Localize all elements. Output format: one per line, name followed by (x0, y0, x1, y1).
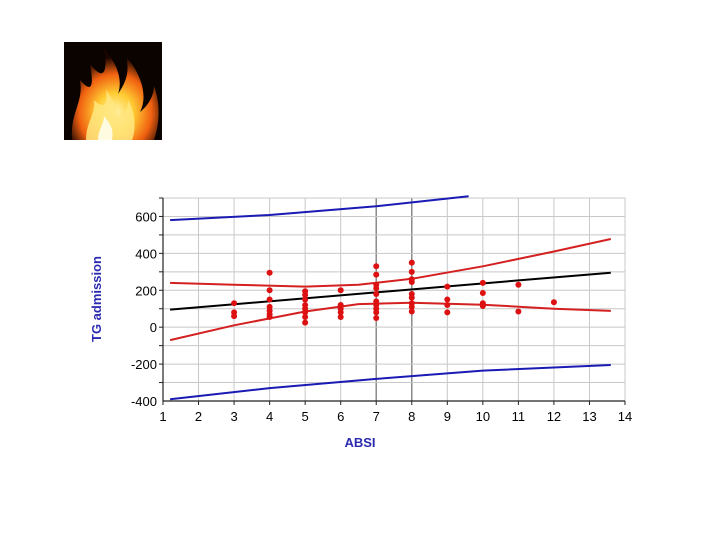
data-point (479, 290, 486, 297)
data-point (515, 281, 522, 288)
data-point (302, 309, 309, 316)
data-point (302, 314, 309, 321)
data-point (302, 296, 309, 303)
y-tick-label: 400 (135, 246, 157, 261)
y-tick-label: -200 (131, 357, 157, 372)
axes (159, 197, 626, 405)
x-tick-label: 4 (266, 409, 273, 424)
confidence-upper-line (170, 238, 612, 288)
fire-image (64, 42, 162, 140)
x-tick-label: 11 (512, 409, 526, 424)
data-point (444, 296, 451, 303)
x-tick-label: 8 (408, 409, 415, 424)
x-tick-label: 13 (582, 409, 596, 424)
prediction-upper-line (170, 195, 469, 222)
data-point (373, 309, 380, 316)
data-point (337, 314, 344, 321)
x-axis-title: ABSI (344, 435, 375, 450)
data-point (479, 279, 486, 286)
data-point (373, 290, 380, 297)
x-tick-label: 2 (195, 409, 202, 424)
data-point (408, 308, 415, 315)
data-point (373, 263, 380, 270)
data-point (373, 271, 380, 278)
x-tick-label: 9 (444, 409, 451, 424)
data-point (444, 309, 451, 316)
data-points (231, 259, 557, 326)
data-point (444, 302, 451, 309)
x-tick-label: 5 (302, 409, 309, 424)
x-tick-label: 6 (337, 409, 344, 424)
data-point (337, 287, 344, 294)
data-point (266, 314, 273, 321)
data-point (337, 309, 344, 316)
plot-area (163, 198, 625, 401)
data-point (302, 291, 309, 298)
data-point (373, 285, 380, 292)
x-tick-label: 14 (618, 409, 632, 424)
x-tick-label: 3 (230, 409, 237, 424)
data-point (408, 303, 415, 310)
y-tick-label: 600 (135, 209, 157, 224)
y-tick-label: -400 (131, 394, 157, 409)
data-point (231, 300, 238, 307)
data-point (408, 294, 415, 301)
x-tick-label: 12 (547, 409, 561, 424)
x-tick-label: 10 (476, 409, 490, 424)
data-point (515, 308, 522, 315)
prediction-lower-line (169, 364, 611, 401)
data-point (231, 313, 238, 320)
data-point (266, 269, 273, 276)
data-point (408, 278, 415, 285)
data-point (302, 319, 309, 326)
y-tick-label: 200 (135, 283, 157, 298)
data-point (550, 299, 557, 306)
data-point (408, 268, 415, 275)
y-tick-label: 0 (150, 320, 157, 335)
data-point (266, 287, 273, 294)
data-point (408, 259, 415, 266)
x-tick-label: 7 (373, 409, 380, 424)
x-tick-label: 1 (159, 409, 166, 424)
data-point (444, 283, 451, 290)
confidence-lower-line (169, 301, 611, 342)
fit-lines (169, 195, 612, 401)
regression-line (170, 271, 611, 311)
y-axis-title: TG admission (89, 256, 104, 342)
data-point (479, 302, 486, 309)
grid (162, 197, 626, 402)
data-point (266, 296, 273, 303)
data-point (373, 314, 380, 321)
